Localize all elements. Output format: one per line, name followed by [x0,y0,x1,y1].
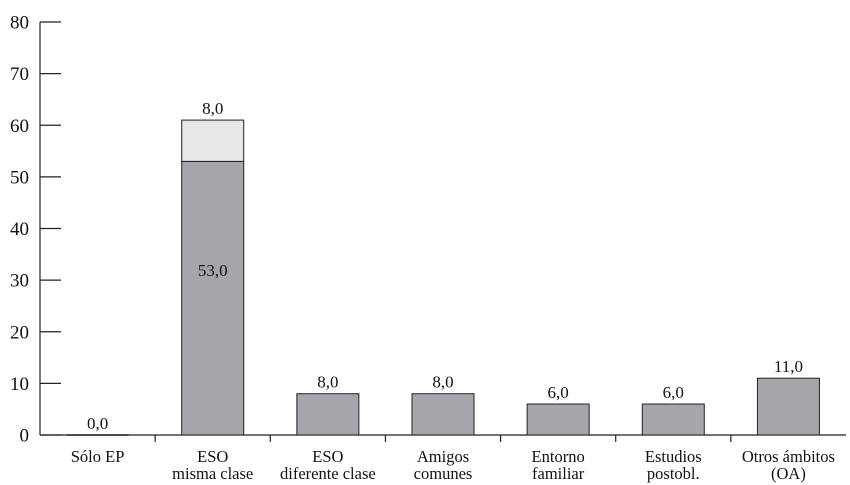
bar-segment [526,403,590,436]
y-tick-label: 0 [20,426,30,447]
category-label: familiar [532,464,585,483]
bar-segment [181,160,245,436]
y-tick-label: 60 [10,116,29,137]
category-label: Sólo EP [71,447,125,466]
y-tick-label: 80 [10,13,29,34]
category-label: ESO [197,447,228,466]
bar-segment [641,403,705,436]
y-axis-ticks: 0 10 20 30 40 50 60 70 80 [10,13,61,447]
y-tick-label: 30 [10,271,29,292]
category-label: Entorno [532,447,585,466]
bar-segment [181,119,245,162]
category-label: Amigos [417,447,469,466]
bar-top-label: 11,0 [774,357,803,376]
category-label: Otros ámbitos [742,447,835,466]
category-label: postobl. [647,464,700,483]
bar-value-label: 53,0 [198,261,228,280]
category-label: ESO [312,447,343,466]
bar-segment [756,377,820,436]
bar-top-label: 8,0 [202,99,223,118]
category-label: misma clase [172,464,253,483]
category-label: comunes [414,464,473,483]
bar-top-label: 8,0 [317,373,338,392]
bar-top-label: 8,0 [432,373,453,392]
category-label: Estudios [645,447,702,466]
y-tick-label: 40 [10,219,29,240]
y-tick-label: 10 [10,374,29,395]
category-label: (OA) [771,464,806,483]
bar-top-label: 6,0 [548,383,569,402]
bar-top-label: 0,0 [87,414,108,433]
y-tick-label: 20 [10,322,29,343]
category-label: diferente clase [280,464,376,483]
y-tick-label: 50 [10,167,29,188]
bar-segment [411,393,475,436]
y-tick-label: 70 [10,64,29,85]
bar-segment [296,393,360,436]
bar-top-label: 6,0 [663,383,684,402]
chart-bars [66,119,820,436]
data-labels: 0,0 53,0 8,0 8,0 8,0 6,0 6,0 11,0 [87,99,803,433]
